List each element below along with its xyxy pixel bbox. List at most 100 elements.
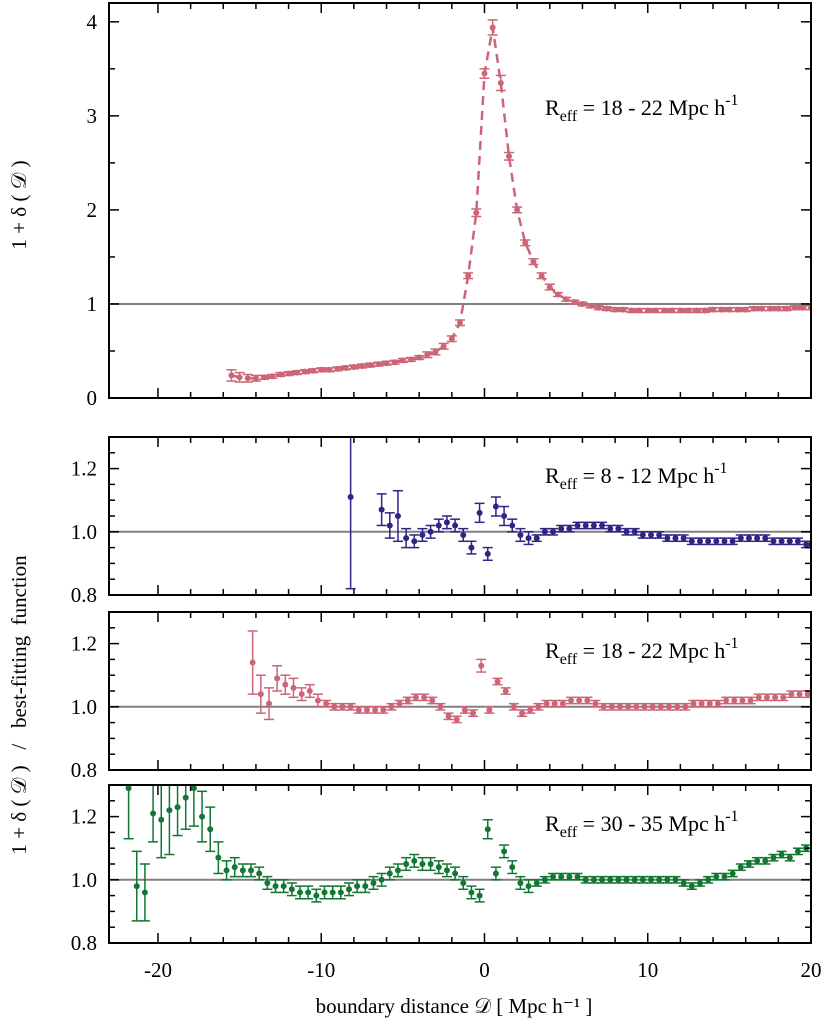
data-point — [388, 703, 395, 710]
data-point — [150, 810, 157, 817]
data-point — [648, 876, 655, 883]
data-point — [445, 713, 452, 720]
data-point — [285, 370, 292, 377]
data-point — [788, 691, 795, 698]
data-point — [391, 359, 398, 366]
data-point — [517, 879, 524, 886]
y-tick-label: 0.8 — [71, 758, 97, 782]
data-point — [783, 305, 790, 312]
data-point — [481, 70, 488, 77]
data-point — [527, 706, 534, 713]
data-point — [803, 541, 810, 548]
data-point — [288, 886, 295, 893]
data-point — [141, 889, 148, 896]
plot-frame — [108, 2, 812, 399]
data-point — [713, 538, 720, 545]
x-tick-label: 0 — [479, 958, 490, 982]
data-point — [501, 513, 508, 519]
data-point — [473, 209, 480, 216]
data-point — [509, 864, 516, 871]
data-point — [297, 889, 304, 896]
data-point — [519, 710, 526, 717]
data-point — [794, 538, 801, 545]
x-tick-label: 10 — [637, 958, 658, 982]
data-point — [239, 867, 246, 874]
data-point — [399, 357, 406, 364]
data-point — [396, 700, 403, 707]
data-point — [190, 785, 197, 792]
data-point — [714, 700, 721, 707]
data-point — [350, 363, 357, 370]
data-point — [443, 867, 450, 874]
data-point — [363, 706, 370, 713]
data-point — [408, 356, 415, 363]
data-point — [772, 694, 779, 701]
data-point — [460, 879, 467, 886]
data-point — [639, 531, 646, 538]
data-point — [688, 538, 695, 545]
annotation: Reff = 30 - 35 Mpc h-1 — [545, 808, 739, 841]
data-point — [644, 307, 651, 314]
data-point — [615, 525, 622, 532]
data-point — [763, 694, 770, 701]
data-point — [713, 873, 720, 880]
y-tick-label: 0.8 — [71, 583, 97, 607]
data-series — [247, 630, 811, 724]
y-tick-label: 0.8 — [71, 931, 97, 955]
data-point — [541, 876, 548, 883]
data-point — [321, 889, 328, 896]
y-tick-label: 1 — [87, 292, 98, 316]
data-point — [623, 528, 630, 535]
data-point — [301, 368, 308, 375]
data-point — [607, 876, 614, 883]
data-point — [590, 522, 597, 529]
data-point — [649, 703, 656, 710]
data-point — [734, 306, 741, 313]
data-point — [729, 870, 736, 877]
y-axis-label-bottom: 1 + δ ( 𝒟 ) / best-fitting function — [7, 555, 31, 855]
data-point — [543, 700, 550, 707]
data-point — [252, 375, 259, 382]
data-point — [677, 307, 684, 314]
data-point — [551, 700, 558, 707]
data-point — [416, 354, 423, 361]
data-point — [337, 889, 344, 896]
data-point — [710, 306, 717, 313]
data-point — [306, 688, 313, 694]
plot-frame — [108, 784, 812, 944]
data-point — [342, 364, 349, 371]
data-point — [125, 785, 132, 792]
data-point — [770, 854, 777, 861]
data-point — [282, 681, 289, 688]
data-point — [468, 544, 475, 551]
data-point — [620, 306, 627, 313]
data-point — [729, 538, 736, 545]
data-series — [123, 785, 811, 922]
y-tick-label: 1.2 — [71, 632, 97, 656]
data-point — [590, 876, 597, 883]
data-point — [525, 535, 532, 542]
data-point — [522, 239, 529, 246]
data-point — [701, 307, 708, 314]
data-point — [525, 883, 532, 890]
data-point — [568, 697, 575, 704]
data-point — [280, 883, 287, 890]
data-point — [778, 538, 785, 545]
data-point — [378, 876, 385, 883]
data-point — [775, 305, 782, 312]
data-point — [517, 531, 524, 538]
data-point — [492, 870, 499, 877]
data-point — [698, 700, 705, 707]
plot-frame — [108, 611, 812, 771]
data-point — [745, 535, 752, 542]
data-point — [657, 703, 664, 710]
data-point — [672, 876, 679, 883]
data-point — [484, 826, 491, 833]
data-point — [272, 883, 279, 890]
data-point — [745, 861, 752, 867]
data-point — [731, 697, 738, 704]
data-point — [403, 861, 410, 867]
data-point — [329, 889, 336, 896]
data-point — [794, 848, 801, 855]
y-axis-label-top: 1 + δ ( 𝒟 ) — [7, 160, 31, 249]
